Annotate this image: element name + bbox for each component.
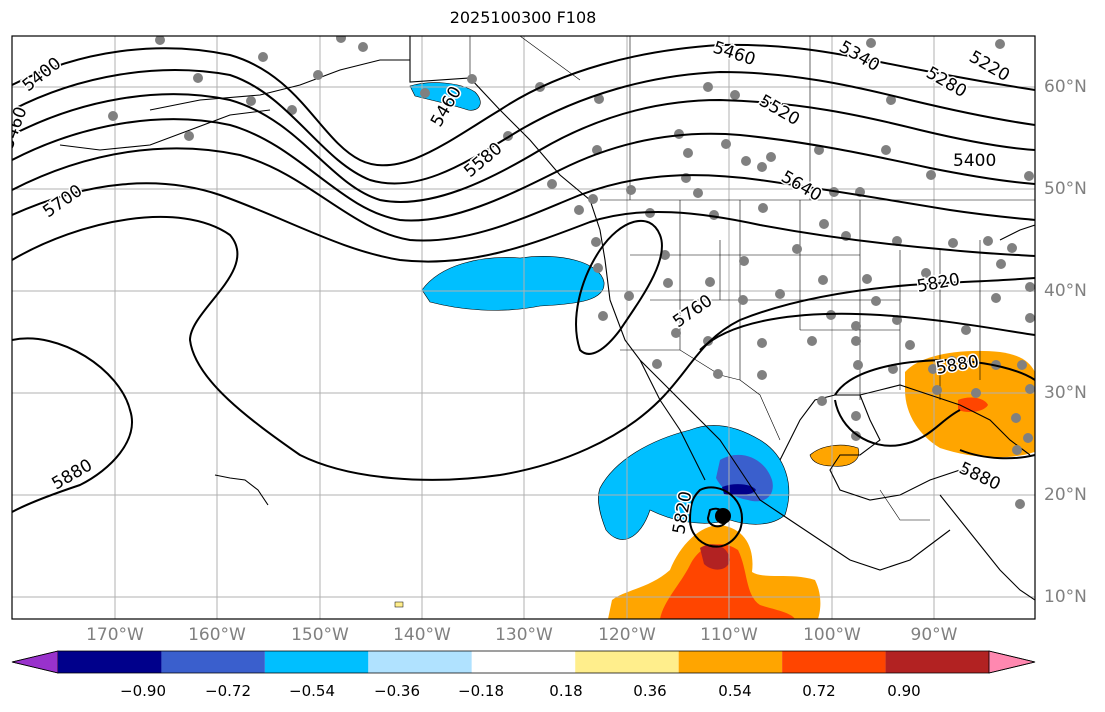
- lon-label: 170°W: [86, 625, 144, 645]
- colorbar-tick-label: −0.18: [458, 682, 504, 700]
- lat-label: 40°N: [1044, 281, 1087, 301]
- lon-label: 160°W: [188, 625, 246, 645]
- lon-label: 110°W: [700, 625, 758, 645]
- colorbar-extend-high: [988, 650, 1036, 674]
- map-frame: [11, 35, 1036, 620]
- colorbar-outline: [11, 650, 1036, 674]
- colorbar-segment: [58, 651, 162, 673]
- contour-label: 5580: [460, 139, 506, 182]
- colorbar-segment: [885, 651, 989, 673]
- lon-label: 100°W: [803, 625, 861, 645]
- map-title: 2025100300 F108: [449, 8, 597, 27]
- contour-label: 5700: [39, 181, 86, 222]
- colorbar-segment: [678, 651, 783, 673]
- lat-label: 20°N: [1044, 485, 1087, 505]
- strong-positive-anomaly-eastpac: [660, 544, 795, 619]
- political-borders: [469, 36, 1035, 521]
- colorbar-tick-label: 0.18: [549, 682, 583, 700]
- lat-label: 30°N: [1044, 383, 1087, 403]
- lat-label: 60°N: [1044, 77, 1087, 97]
- colorbar-segment: [264, 651, 369, 673]
- contour-label: 5880: [956, 458, 1004, 494]
- colorbar: [11, 650, 1036, 674]
- positive-anomaly-gulf: [809, 444, 860, 467]
- colorbar-tick-label: −0.72: [205, 682, 251, 700]
- coastlines: [59, 36, 1035, 601]
- colorbar-tick-label: 0.72: [802, 682, 836, 700]
- lon-label: 150°W: [291, 625, 349, 645]
- lon-label: 140°W: [393, 625, 451, 645]
- contour-label: 5280: [923, 63, 970, 102]
- lat-label: 50°N: [1044, 179, 1087, 199]
- colorbar-segment: [782, 651, 886, 673]
- contour-label: 5760: [669, 291, 716, 332]
- core-negative-anomaly: [722, 484, 756, 496]
- lon-label: 90°W: [910, 625, 958, 645]
- contour-label: 5400: [953, 151, 996, 171]
- anomaly-shading: [394, 82, 1035, 619]
- colorbar-tick-label: −0.36: [374, 682, 420, 700]
- lon-label: 120°W: [598, 625, 656, 645]
- station-markers: [108, 36, 1035, 509]
- colorbar-segment: [575, 651, 679, 673]
- colorbar-segment: [161, 651, 265, 673]
- contour-label: 5520: [756, 91, 803, 130]
- colorbar-segment: [368, 651, 472, 673]
- core-positive-anomaly: [700, 544, 730, 570]
- colorbar-tick-label: −0.54: [289, 682, 335, 700]
- strong-positive-anomaly-southeast: [958, 397, 988, 413]
- small-positive-anomaly: [394, 601, 404, 608]
- colorbar-segment: [471, 651, 576, 673]
- lon-label: 130°W: [495, 625, 553, 645]
- colorbar-tick-label: 0.36: [633, 682, 667, 700]
- colorbar-tick-label: 0.54: [718, 682, 752, 700]
- height-contours: [12, 43, 1035, 548]
- colorbar-tick-label: −0.90: [120, 682, 166, 700]
- lat-label: 10°N: [1044, 587, 1087, 607]
- negative-anomaly-pacific: [421, 255, 605, 311]
- low-center-marker: [715, 508, 731, 524]
- colorbar-extend-low: [11, 650, 59, 674]
- colorbar-tick-label: 0.90: [887, 682, 921, 700]
- contour-label: 5460: [710, 38, 757, 70]
- graticule: [12, 36, 1035, 619]
